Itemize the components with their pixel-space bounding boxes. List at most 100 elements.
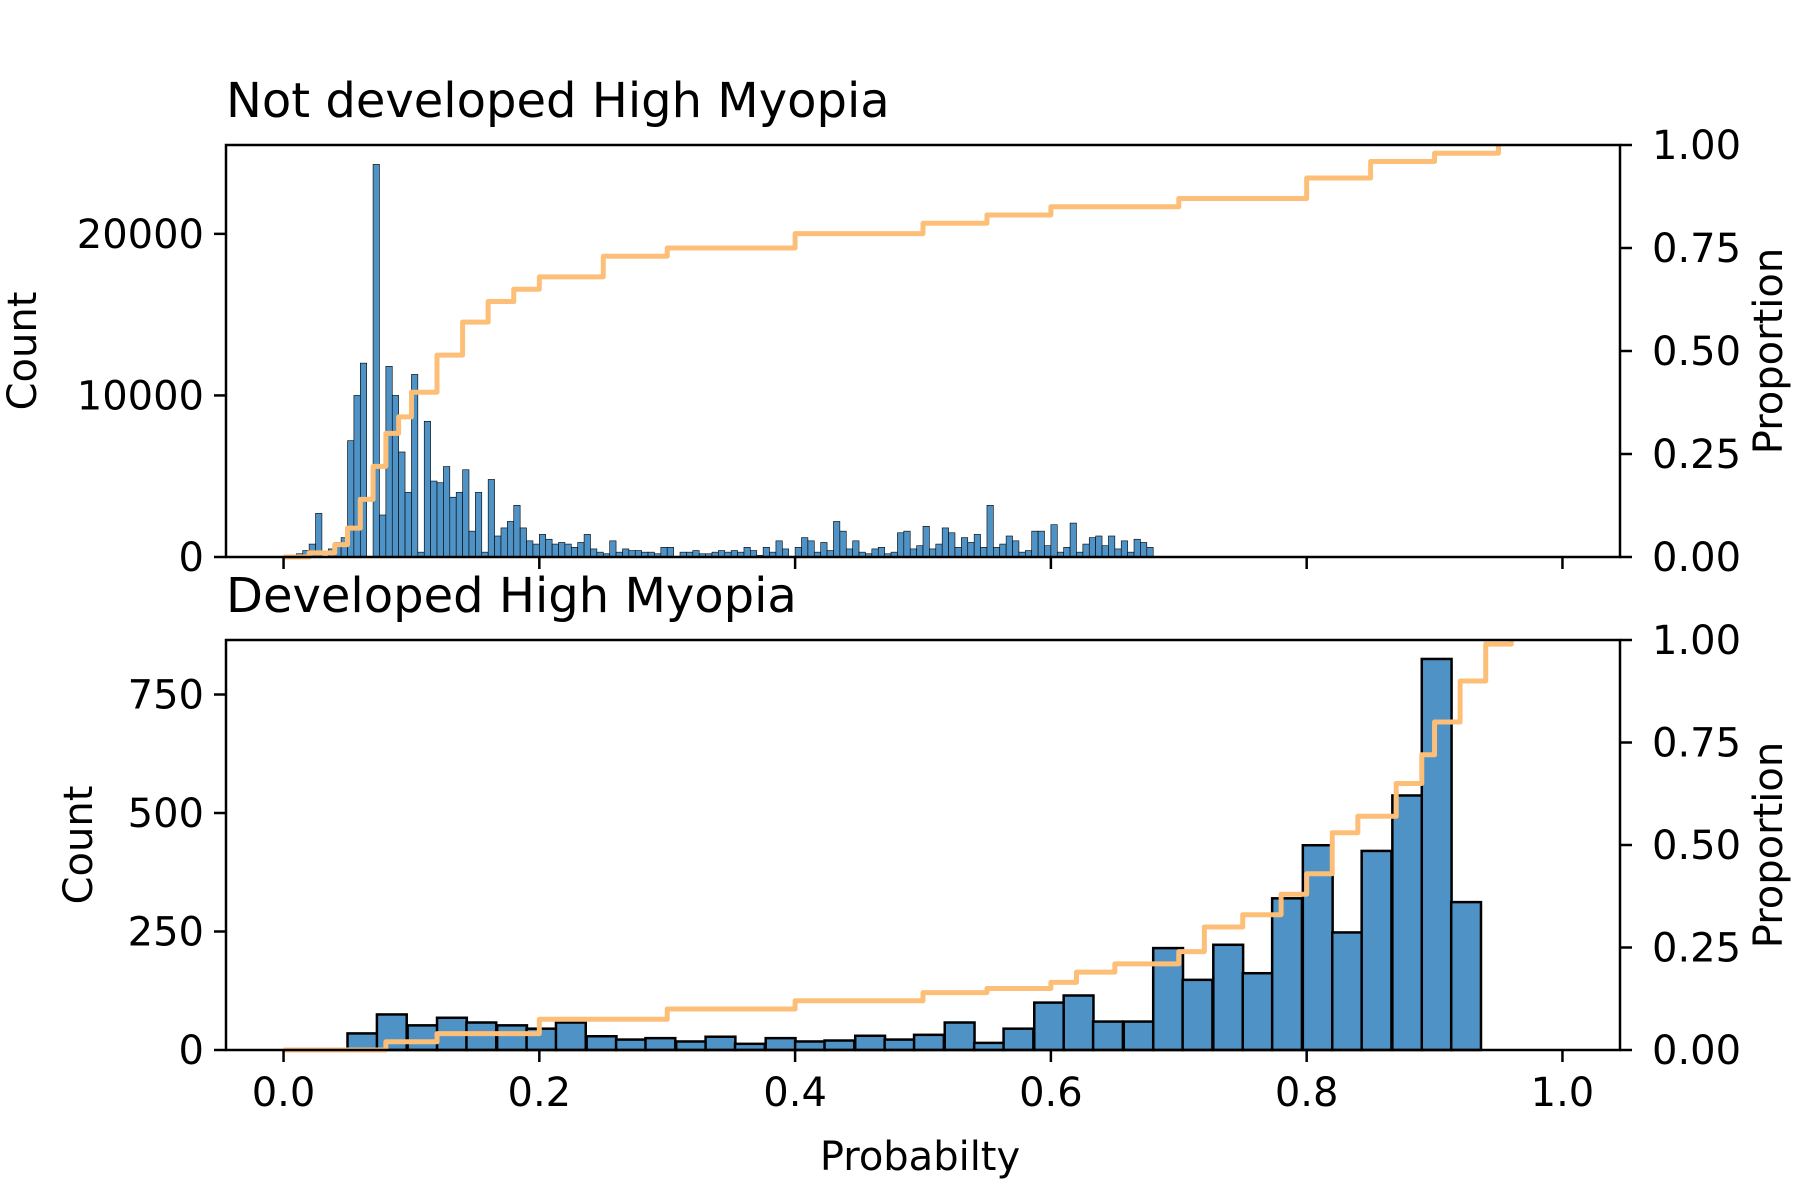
histogram-bar <box>820 542 828 558</box>
histogram-bar <box>941 527 949 558</box>
histogram-bar <box>353 395 361 558</box>
histogram-bar <box>558 542 566 558</box>
histogram-bar <box>1063 547 1071 558</box>
histogram-bar <box>660 547 668 558</box>
histogram-bar <box>903 530 911 558</box>
panel-title: Not developed High Myopia <box>226 73 890 129</box>
histogram-bar <box>839 530 847 558</box>
histogram-bar <box>775 540 783 558</box>
y2-tick-label: 0.75 <box>1652 226 1741 272</box>
histogram-bar <box>1044 545 1052 558</box>
x-tick-label: 1.0 <box>1531 1070 1595 1116</box>
histogram-bar <box>519 527 527 558</box>
histogram-bar <box>1120 540 1128 558</box>
x-tick-label: 0.4 <box>763 1070 827 1116</box>
histogram-bar <box>532 543 540 558</box>
histogram-bar <box>1091 1020 1125 1052</box>
histogram-bar <box>1330 931 1364 1052</box>
histogram-bar <box>398 451 406 558</box>
histogram-bar <box>1005 535 1013 558</box>
y-tick-label: 750 <box>128 673 204 719</box>
histogram-bar <box>1140 542 1148 558</box>
y2-tick-label: 0.00 <box>1652 535 1741 581</box>
histogram-bar <box>406 1024 439 1052</box>
histogram-bar <box>1391 794 1424 1052</box>
histogram-bar <box>1212 943 1245 1052</box>
histogram-bar <box>935 543 943 558</box>
histogram-bar <box>507 521 515 558</box>
histogram-bar <box>1360 849 1393 1052</box>
histogram-bar <box>545 538 553 558</box>
histogram-bar <box>1133 538 1141 558</box>
histogram-bar <box>852 540 860 558</box>
histogram-bar <box>967 542 975 558</box>
y-tick-label: 10000 <box>77 373 204 419</box>
histogram-bar <box>801 537 809 558</box>
y2-tick-label: 1.00 <box>1652 123 1741 169</box>
histogram-bar <box>793 1040 827 1052</box>
panel-developed: 0 250 500 750 0.00 0.25 0.50 0.75 1.00 0.0 0.2 0.4 0… <box>56 568 1792 1116</box>
histogram-bar <box>883 1038 916 1052</box>
x-tick-label: 0.6 <box>1019 1070 1083 1116</box>
histogram-bar <box>1095 535 1103 558</box>
histogram-bar <box>1050 524 1058 558</box>
histogram-bar <box>1181 978 1214 1052</box>
histogram-bar <box>916 545 924 558</box>
y-tick-label: 500 <box>128 791 204 837</box>
x-axis-label: Probabilty <box>820 1134 1020 1180</box>
histogram-bar <box>993 547 1001 558</box>
x-tick-label: 0.8 <box>1275 1070 1339 1116</box>
histogram-bar <box>912 1033 946 1052</box>
histogram-bar <box>1101 545 1109 558</box>
histogram-bar <box>877 547 885 558</box>
histogram-bar <box>554 1021 588 1052</box>
cumulative-proportion-line <box>283 640 1514 1053</box>
histogram-bar <box>1241 971 1274 1052</box>
x-tick-label: 0.0 <box>252 1070 316 1116</box>
histogram-bar <box>1449 900 1483 1052</box>
histogram-bar <box>1270 897 1304 1052</box>
histogram-bar <box>609 540 617 558</box>
x-tick-label: 0.2 <box>508 1070 572 1116</box>
histogram-bar <box>1033 1001 1066 1052</box>
histogram-bar <box>980 547 988 558</box>
y2-tick-label: 0.25 <box>1652 432 1741 478</box>
histogram-bar <box>494 535 502 558</box>
histogram-bar <box>973 534 981 558</box>
y2-axis-label: Proportion <box>1746 742 1792 948</box>
histogram-bar <box>999 543 1007 558</box>
histogram-bar <box>614 1038 648 1052</box>
y-axis-label: Count <box>0 292 46 411</box>
histogram-bar <box>954 547 962 558</box>
histogram-bar <box>526 540 534 558</box>
histogram-bar <box>571 547 578 558</box>
histogram-bar <box>743 547 751 558</box>
histogram-bar <box>379 514 387 558</box>
histogram-bar <box>1031 530 1039 558</box>
histogram-bar <box>1069 522 1077 558</box>
histogram-bar <box>948 532 956 558</box>
histogram-bar <box>436 482 444 558</box>
histogram-bar <box>1037 530 1045 558</box>
histogram-bar <box>853 1034 887 1052</box>
histogram-bar <box>513 504 521 558</box>
histogram-bar <box>539 534 547 558</box>
histogram-bar <box>823 1039 856 1052</box>
y2-tick-label: 0.75 <box>1652 721 1741 767</box>
histogram-bar <box>475 492 483 558</box>
histogram-bar <box>423 420 431 558</box>
y-tick-label: 250 <box>128 910 204 956</box>
histogram-bar <box>666 547 674 558</box>
histogram-bar <box>674 1040 708 1052</box>
histogram-bar <box>375 1013 408 1052</box>
histogram-bar <box>465 1021 498 1052</box>
histogram-bar <box>764 1036 797 1052</box>
histogram-bar <box>455 492 463 558</box>
histogram-bar <box>943 1021 976 1052</box>
histogram-bar <box>583 534 591 558</box>
histogram-bar <box>833 521 841 558</box>
histogram-bar <box>897 532 905 558</box>
y2-tick-label: 1.00 <box>1652 618 1741 664</box>
histogram-bar <box>468 530 476 558</box>
